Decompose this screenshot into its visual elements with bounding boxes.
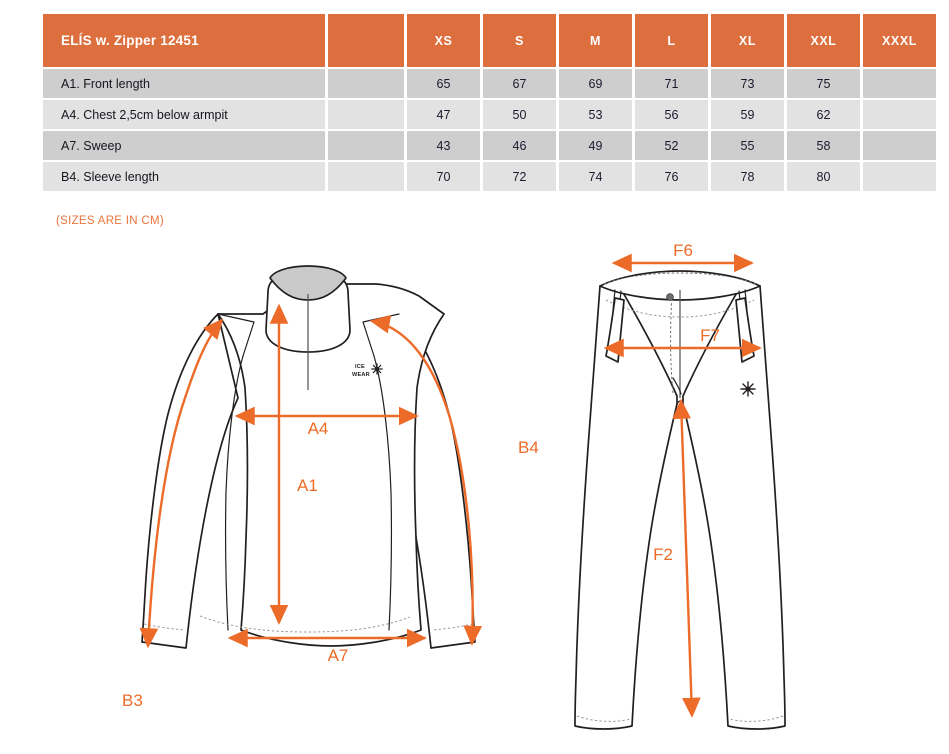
size-header-xxl: XXL (787, 14, 860, 67)
size-header-xl: XL (711, 14, 784, 67)
cell-xxl: 75 (787, 69, 860, 98)
size-chart-table: ELÍS w. Zipper 12451 XS S M L XL XXL XXX… (40, 12, 939, 193)
cell-xl: 55 (711, 131, 784, 160)
pants-fly-curve (672, 377, 682, 395)
table-header-row: ELÍS w. Zipper 12451 XS S M L XL XXL XXX… (43, 14, 936, 67)
pants-right-leg (682, 283, 786, 730)
table-row: A7. Sweep 43 46 49 52 55 58 (43, 131, 936, 160)
size-header-s: S (483, 14, 556, 67)
cell-xs: 70 (407, 162, 480, 191)
header-spacer (328, 14, 404, 67)
cell-xs: 43 (407, 131, 480, 160)
dim-b4-label: B4 (518, 438, 539, 457)
brand-line-1: ICE (355, 364, 365, 370)
table-row: A1. Front length 65 67 69 71 73 75 (43, 69, 936, 98)
cell-xxxl (863, 131, 936, 160)
jacket-illustration: ICE WEAR B3 B4 A4 A1 A7 (122, 265, 539, 710)
pants-fly-stitch (670, 293, 674, 395)
dim-a1-label: A1 (297, 476, 318, 495)
dim-b3-arrow (139, 318, 224, 649)
dim-f2-label: F2 (653, 545, 673, 564)
cell-l: 52 (635, 131, 708, 160)
jacket-left-armhole (225, 355, 244, 631)
cell-s: 50 (483, 100, 556, 129)
cell-xl: 59 (711, 100, 784, 129)
snowflake-icon (740, 381, 756, 397)
cell-l: 56 (635, 100, 708, 129)
jacket-left-sleeve (141, 313, 239, 649)
row-spacer (328, 162, 404, 191)
dim-a4-label: A4 (308, 419, 329, 438)
size-header-m: M (559, 14, 632, 67)
cell-m: 74 (559, 162, 632, 191)
size-header-xs: XS (407, 14, 480, 67)
cell-s: 67 (483, 69, 556, 98)
pants-waistband-stitch (603, 272, 757, 285)
dim-b3-label: B3 (122, 691, 143, 710)
cell-m: 53 (559, 100, 632, 129)
dim-f7-label: F7 (700, 326, 720, 345)
cell-xs: 47 (407, 100, 480, 129)
table-row: B4. Sleeve length 70 72 74 76 78 80 (43, 162, 936, 191)
size-header-xxxl: XXXL (863, 14, 936, 67)
measurement-label: B4. Sleeve length (43, 162, 325, 191)
cell-m: 69 (559, 69, 632, 98)
cell-s: 72 (483, 162, 556, 191)
pants-left-leg (574, 283, 678, 730)
jacket-collar-inner (269, 265, 347, 301)
cell-xxxl (863, 69, 936, 98)
units-note: (SIZES ARE IN CM) (56, 215, 164, 227)
cell-l: 71 (635, 69, 708, 98)
measurement-label: A4. Chest 2,5cm below armpit (43, 100, 325, 129)
cell-xxl: 80 (787, 162, 860, 191)
cell-s: 46 (483, 131, 556, 160)
dim-a7-label: A7 (328, 646, 349, 665)
cell-xl: 78 (711, 162, 784, 191)
row-spacer (328, 131, 404, 160)
measurement-label: A7. Sweep (43, 131, 325, 160)
jacket-left-shoulder-seam (217, 313, 255, 357)
brand-line-2: WEAR (352, 372, 370, 378)
technical-drawings: ICE WEAR B3 B4 A4 A1 A7 (0, 238, 949, 754)
dim-f2-arrow (672, 398, 701, 718)
cell-xxl: 62 (787, 100, 860, 129)
product-title: ELÍS w. Zipper 12451 (43, 14, 325, 67)
dim-f6-label: F6 (673, 241, 693, 260)
snowflake-icon (371, 363, 383, 375)
pants-illustration: F6 F7 F2 (574, 241, 786, 730)
cell-xxxl (863, 100, 936, 129)
dim-b4-arrow (369, 315, 483, 646)
size-header-l: L (635, 14, 708, 67)
row-spacer (328, 100, 404, 129)
cell-m: 49 (559, 131, 632, 160)
table-row: A4. Chest 2,5cm below armpit 47 50 53 56… (43, 100, 936, 129)
measurement-label: A1. Front length (43, 69, 325, 98)
cell-xl: 73 (711, 69, 784, 98)
pants-yoke-stitch (605, 299, 755, 318)
row-spacer (328, 69, 404, 98)
cell-xxxl (863, 162, 936, 191)
cell-l: 76 (635, 162, 708, 191)
cell-xs: 65 (407, 69, 480, 98)
cell-xxl: 58 (787, 131, 860, 160)
